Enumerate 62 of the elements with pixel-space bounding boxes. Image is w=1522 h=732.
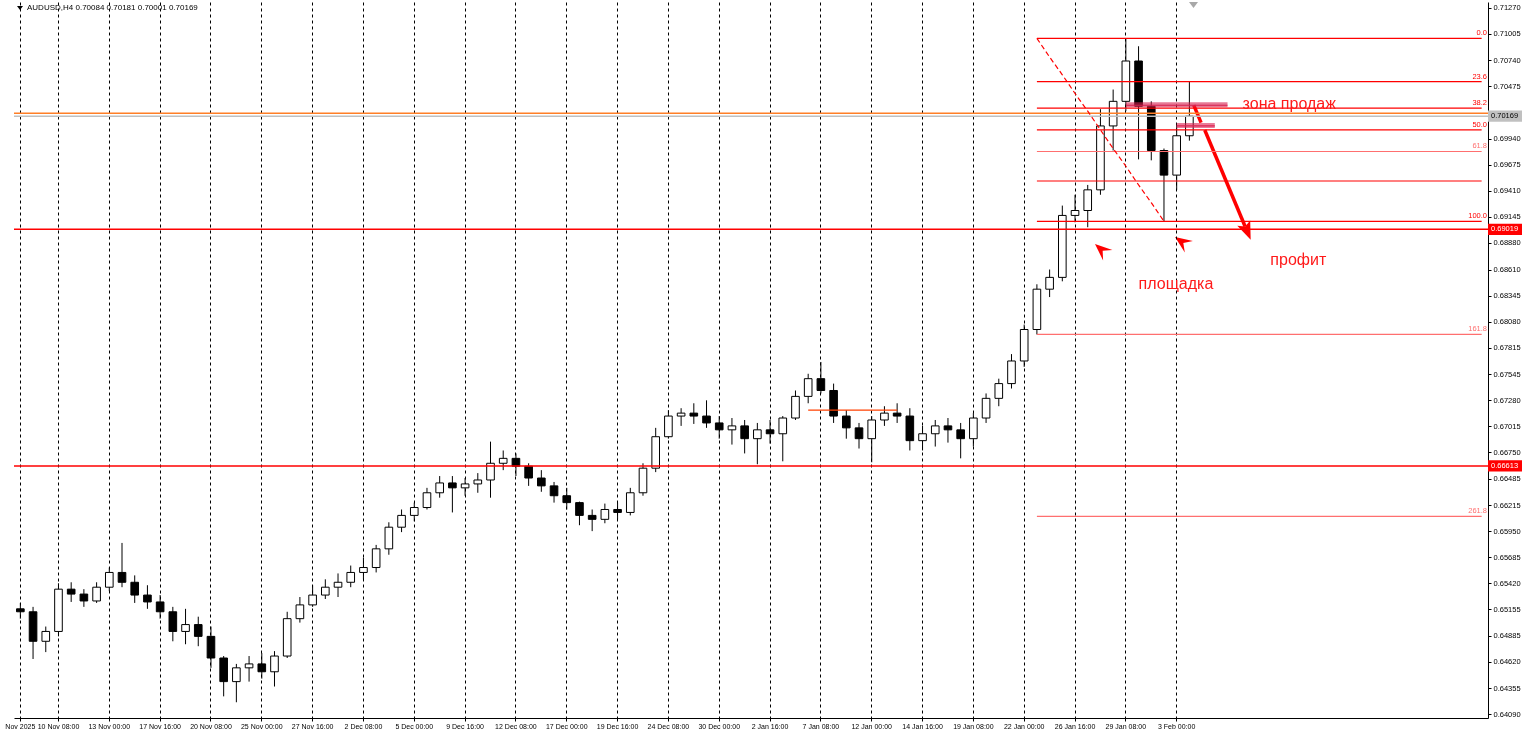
candlestick xyxy=(486,441,495,499)
candlestick xyxy=(956,422,965,459)
candlestick xyxy=(854,422,864,450)
candlestick xyxy=(308,584,317,608)
candlestick xyxy=(600,503,610,524)
candlestick xyxy=(664,409,673,440)
candlestick xyxy=(537,469,546,493)
candlestick xyxy=(587,508,597,532)
candlestick xyxy=(727,417,737,446)
candlestick xyxy=(168,606,178,642)
candlestick xyxy=(867,415,877,463)
candlestick xyxy=(346,565,356,588)
candlestick xyxy=(321,578,330,600)
candlestick xyxy=(994,378,1004,407)
candlestick xyxy=(702,399,711,429)
candlestick xyxy=(143,584,152,610)
candlestick xyxy=(193,616,203,647)
candlestick xyxy=(841,409,851,440)
candlestick xyxy=(384,521,394,556)
candlestick xyxy=(41,626,51,653)
candlestick xyxy=(79,588,89,608)
candlestick xyxy=(92,581,101,604)
candlestick xyxy=(1070,194,1080,223)
annotation: профит xyxy=(1270,250,1327,268)
candlestick xyxy=(117,542,127,588)
candlestick xyxy=(1007,353,1016,390)
candlestick xyxy=(880,405,889,427)
candlestick xyxy=(753,422,762,465)
candlestick xyxy=(448,475,457,513)
candlestick xyxy=(181,608,190,645)
annotation: площадка xyxy=(1138,274,1214,292)
candlestick xyxy=(1045,269,1054,298)
candlestick xyxy=(397,508,406,533)
candlestick xyxy=(270,650,279,688)
candlestick xyxy=(219,655,228,697)
candlestick xyxy=(524,462,533,487)
candlestick xyxy=(371,544,381,573)
candlestick xyxy=(130,574,140,604)
candlestick xyxy=(66,581,76,603)
candlestick xyxy=(422,487,432,510)
candlestick xyxy=(1083,184,1093,228)
candlestick xyxy=(689,402,699,425)
chart-title: AUDUSD,H4 0.70084 0.70181 0.70001 0.70169 xyxy=(27,3,199,12)
candlestick xyxy=(930,419,940,448)
candlestick xyxy=(295,596,305,624)
candlestick xyxy=(232,663,241,703)
candlestick xyxy=(625,487,635,516)
candlestick xyxy=(791,389,800,421)
candlestick xyxy=(778,415,788,462)
candlestick xyxy=(244,655,254,683)
candlestick xyxy=(981,392,991,424)
candlestick xyxy=(714,415,724,440)
candlestick xyxy=(435,475,444,499)
candlestick xyxy=(943,417,953,444)
candlestick xyxy=(740,419,749,454)
candlestick xyxy=(803,373,813,404)
candlestick xyxy=(549,481,559,504)
candlestick xyxy=(676,407,686,427)
candlestick xyxy=(892,402,902,424)
candlestick xyxy=(473,472,483,494)
candlestick xyxy=(333,572,343,598)
candlestick xyxy=(498,449,508,471)
